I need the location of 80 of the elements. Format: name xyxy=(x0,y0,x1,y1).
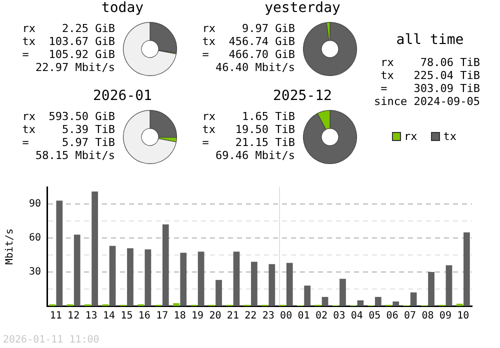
x-tick-label: 10 xyxy=(457,310,470,322)
text: = 466.70 GiB xyxy=(201,48,295,61)
x-tick-label: 21 xyxy=(226,310,239,322)
bar xyxy=(92,192,98,306)
text: = 5.97 TiB xyxy=(21,136,115,149)
text: since 2024-09-05 xyxy=(373,95,480,108)
bar xyxy=(144,249,152,306)
text: rx 593.50 GiB xyxy=(21,110,115,123)
text: = 303.09 TiB xyxy=(380,82,480,95)
x-tick-label: 07 xyxy=(404,310,416,322)
bar xyxy=(322,296,328,306)
bar xyxy=(357,300,364,306)
bar xyxy=(162,224,169,306)
bar xyxy=(74,234,80,306)
bar xyxy=(446,265,452,306)
text: rx 2.25 GiB xyxy=(21,22,115,35)
bar xyxy=(304,286,310,306)
y-tick-label: 90 xyxy=(28,198,41,210)
text: = 105.92 GiB xyxy=(21,48,115,61)
bar xyxy=(198,252,204,306)
bar xyxy=(216,280,222,306)
bar xyxy=(374,296,382,306)
bar xyxy=(251,262,258,306)
text: tx 5.39 TiB xyxy=(21,123,115,136)
y-tick-label: 60 xyxy=(28,232,41,244)
chart-title: 2026-01 xyxy=(92,88,153,104)
x-tick-label: 12 xyxy=(68,310,80,322)
bar xyxy=(173,303,180,306)
bar xyxy=(233,252,240,306)
bar xyxy=(127,248,134,306)
x-tick-label: 17 xyxy=(156,310,168,322)
text: rx 1.65 TiB xyxy=(201,110,295,123)
x-tick-label: 18 xyxy=(174,310,186,322)
text: all time xyxy=(395,32,465,48)
text: tx 225.04 TiB xyxy=(380,69,480,82)
text: 46.40 Mbit/s xyxy=(214,61,295,74)
x-tick-label: 16 xyxy=(138,310,150,322)
x-tick-label: 08 xyxy=(422,310,434,322)
x-tick-label: 22 xyxy=(244,310,257,322)
x-tick-label: 00 xyxy=(280,310,292,322)
text: 22.97 Mbit/s xyxy=(34,61,115,74)
x-tick-label: 04 xyxy=(350,310,363,322)
bar xyxy=(392,301,400,306)
x-tick-label: 09 xyxy=(439,310,452,322)
bar xyxy=(464,232,470,306)
x-tick-label: 03 xyxy=(333,310,346,322)
bar xyxy=(109,246,116,306)
legend-label: rx xyxy=(403,130,418,143)
x-tick-label: 06 xyxy=(386,310,398,322)
bar xyxy=(428,272,434,306)
x-tick-label: 01 xyxy=(298,310,310,322)
x-tick-label: 19 xyxy=(191,310,204,322)
bar xyxy=(286,262,293,306)
y-axis-title: Mbit/s xyxy=(4,228,16,265)
chart-title: 2025-12 xyxy=(272,88,333,104)
bar xyxy=(56,200,63,306)
bar xyxy=(180,252,187,306)
x-tick-label: 20 xyxy=(209,310,222,322)
chart-title: today xyxy=(100,0,145,16)
text: = 21.15 TiB xyxy=(201,136,295,149)
x-tick-label: 15 xyxy=(120,310,133,322)
chart-title: yesterday xyxy=(264,0,342,16)
text: tx 456.74 GiB xyxy=(201,35,295,48)
legend-label: tx xyxy=(442,130,456,143)
x-tick-label: 05 xyxy=(368,310,381,322)
text: rx 9.97 GiB xyxy=(201,22,295,35)
bar xyxy=(340,278,346,306)
y-tick-label: 30 xyxy=(28,266,41,278)
bar xyxy=(268,264,276,306)
x-tick-label: 02 xyxy=(315,310,328,322)
text: tx 19.50 TiB xyxy=(201,123,295,136)
x-tick-label: 13 xyxy=(85,310,98,322)
text: rx 78.06 TiB xyxy=(380,56,480,69)
bar xyxy=(410,292,417,306)
text: tx 103.67 GiB xyxy=(21,35,115,48)
text: 58.15 Mbit/s xyxy=(34,149,115,162)
x-tick-label: 23 xyxy=(262,310,274,322)
x-tick-label: 11 xyxy=(50,310,62,322)
text: 69.46 Mbit/s xyxy=(214,149,295,162)
x-tick-label: 14 xyxy=(102,310,116,322)
